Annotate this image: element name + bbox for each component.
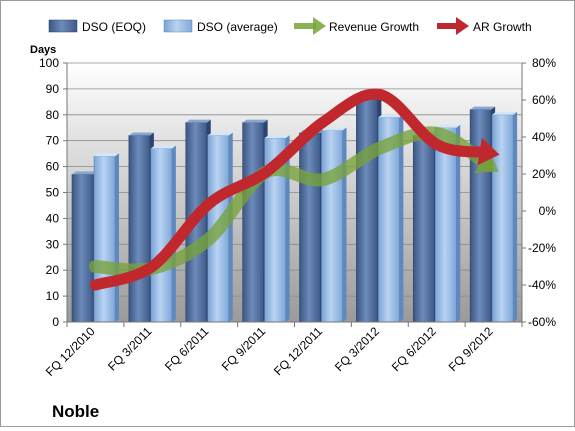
line-ar-growth-arrowhead — [477, 137, 500, 166]
bar-dso-average-fq-12-2010-top — [94, 153, 119, 157]
line-revenue-growth-arrowhead — [474, 149, 499, 173]
bar-dso-average-fq-3-2012-top — [378, 114, 404, 118]
x-tick-label: FQ 12/2010 — [43, 324, 98, 379]
bar-dso-eoq-fq-9-2012 — [469, 109, 492, 323]
x-tick-label: FQ 6/2012 — [389, 324, 439, 374]
y-tick-label: 80 — [46, 108, 60, 122]
y2-tick-label: 40% — [532, 130, 556, 144]
bar-dso-average-fq-9-2012-top — [492, 111, 518, 115]
legend-item-dso-average: DSO (average) — [163, 19, 278, 34]
bar-dso-eoq-fq-9-2012-top — [470, 106, 496, 110]
bar-dso-average-fq-6-2011-top — [207, 132, 233, 136]
bar-dso-average-fq-3-2011 — [150, 148, 173, 323]
bar-dso-average-fq-6-2012 — [434, 127, 457, 323]
legend-item-dso-eoq: DSO (EOQ) — [48, 19, 146, 34]
x-tick-label: FQ 6/2011 — [162, 324, 212, 374]
y2-tick-label: 20% — [532, 167, 556, 181]
bar-dso-average-fq-3-2011-side — [171, 145, 176, 322]
y2-tick-label: -40% — [528, 278, 556, 292]
y-tick-label: 10 — [46, 289, 60, 303]
y2-tick-label: 60% — [532, 93, 556, 107]
legend-label-revenue-growth: Revenue Growth — [329, 20, 419, 34]
growth-lines — [88, 88, 500, 291]
bar-dso-average-fq-6-2012-side — [456, 124, 461, 322]
y-tick-label: 40 — [46, 211, 60, 225]
line-ar-growth — [89, 88, 492, 291]
bar-dso-eoq-fq-3-2011 — [128, 135, 151, 323]
y-tick-label: 30 — [46, 237, 60, 251]
bar-dso-average-fq-9-2012 — [491, 114, 514, 323]
bar-dso-average-fq-9-2012-side — [513, 111, 518, 322]
y-tick-label: 60 — [46, 160, 60, 174]
legend-label-dso-eoq: DSO (EOQ) — [82, 20, 146, 34]
bar-dso-eoq-fq-12-2011 — [299, 132, 321, 323]
bar-dso-average-fq-9-2011-side — [285, 135, 290, 322]
y-axis-ticks: 0 10 20 30 40 50 60 70 80 90 100 — [39, 56, 67, 329]
y2-tick-label: -20% — [528, 241, 556, 255]
bar-dso-average-fq-12-2010 — [93, 155, 116, 323]
x-tick-label: FQ 12/2011 — [271, 324, 325, 378]
y-tick-label: 70 — [46, 134, 60, 148]
bar-dso-average-fq-12-2011-side — [342, 127, 347, 322]
bar-dso-average-fq-3-2011-top — [150, 145, 176, 149]
bar-dso-average-fq-9-2011-top — [264, 135, 290, 139]
chart-title: Noble — [52, 402, 99, 421]
bar-dso-eoq-fq-9-2011 — [242, 122, 264, 323]
bar-dso-eoq-fq-6-2012 — [412, 135, 435, 323]
bar-dso-eoq-fq-3-2012 — [356, 93, 378, 323]
y-tick-label: 0 — [52, 315, 59, 329]
legend-item-ar-growth: AR Growth — [437, 17, 532, 35]
bar-dso-eoq-fq-6-2011-top — [185, 119, 211, 123]
x-tick-label: FQ 9/2012 — [446, 324, 496, 374]
y-axis-label: Days — [30, 44, 56, 56]
y2-tick-label: 0% — [539, 204, 557, 218]
bar-dso-eoq-fq-3-2011-top — [128, 132, 154, 136]
bar-dso-average-fq-12-2010-side — [115, 153, 119, 322]
legend: DSO (EOQ) DSO (average) Revenue Growth A… — [48, 17, 532, 35]
bar-dso-average-fq-12-2011-top — [321, 127, 347, 131]
x-tick-label: FQ 9/2011 — [219, 324, 269, 374]
y2-tick-label: 80% — [532, 56, 556, 70]
bar-dso-eoq-fq-9-2011-top — [242, 119, 268, 123]
y-tick-label: 100 — [39, 56, 59, 70]
bar-dso-average-fq-6-2011-side — [228, 132, 233, 322]
x-tick-label: FQ 3/2012 — [332, 324, 382, 374]
legend-label-dso-average: DSO (average) — [197, 20, 278, 34]
x-axis-ticks: FQ 12/2010 FQ 3/2011 FQ 6/2011 FQ 9/2011 FQ … — [43, 322, 523, 379]
legend-item-revenue-growth: Revenue Growth — [294, 17, 419, 35]
bar-dso-average-fq-3-2012-side — [399, 114, 404, 322]
y2-tick-label: -60% — [528, 315, 556, 329]
y-tick-label: 20 — [46, 263, 60, 277]
bar-dso-eoq-fq-12-2010 — [71, 174, 94, 323]
y-tick-label: 90 — [46, 82, 60, 96]
bar-dso-average-fq-12-2011 — [321, 130, 343, 323]
y2-axis-ticks: -60% -40% -20% 0% 20% 40% 60% 80% — [522, 56, 556, 329]
x-tick-label: FQ 3/2011 — [105, 324, 155, 374]
y-tick-label: 50 — [46, 186, 60, 200]
bar-dso-average-fq-6-2012-top — [435, 124, 461, 128]
bar-dso-eoq-fq-12-2010-top — [72, 171, 97, 175]
legend-label-ar-growth: AR Growth — [473, 20, 532, 34]
